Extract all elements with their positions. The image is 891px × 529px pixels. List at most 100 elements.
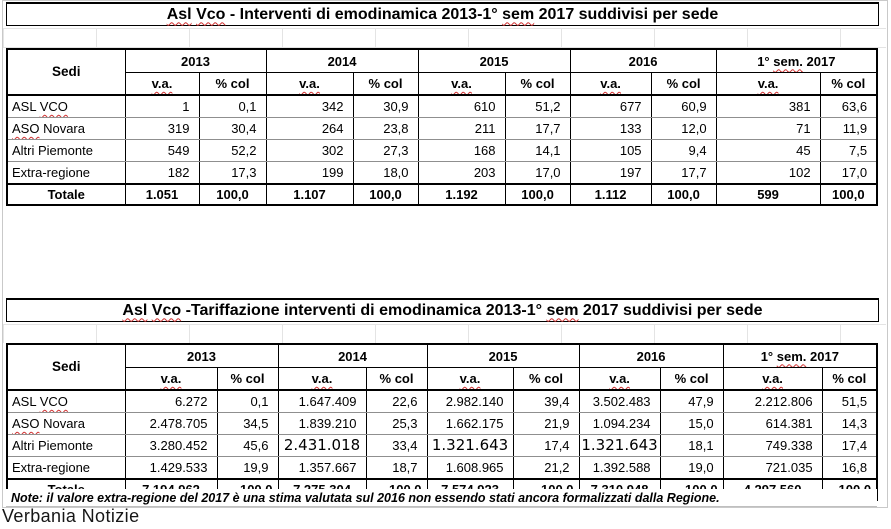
table-row: ASL VCO 6.272 0,1 1.647.409 22,6 2.982.140…: [6, 389, 878, 413]
value-cell: 45: [715, 139, 821, 162]
year-header: 2014: [265, 48, 419, 73]
value-cell: 105: [569, 139, 652, 162]
value-cell: 721.035: [722, 456, 823, 480]
va-header: v.a.: [569, 72, 652, 96]
value-cell: 6.272: [124, 389, 218, 413]
value-cell: 749.338: [722, 434, 823, 457]
row-label: ASO Novara: [6, 117, 126, 140]
va-header: v.a.: [124, 367, 218, 391]
percent-cell: 51,5: [821, 389, 878, 413]
title-word: sem: [546, 301, 579, 319]
value-cell: 1.839.210: [277, 412, 367, 435]
percent-cell: 63,6: [819, 94, 878, 118]
value-cell: 610: [417, 94, 506, 118]
value-cell: 381: [715, 94, 821, 118]
value-cell: 3.502.483: [578, 389, 661, 413]
percent-cell: 19,0: [659, 456, 724, 480]
value-cell: 1.608.965: [426, 456, 514, 480]
percent-cell: 30,4: [198, 117, 267, 140]
percent-cell: 18,1: [659, 434, 724, 457]
percent-cell: 33,4: [365, 434, 428, 457]
value-cell: 1.662.175: [426, 412, 514, 435]
pct-header: % col: [512, 367, 580, 391]
percent-cell: 30,9: [352, 94, 419, 118]
percent-cell: 0,1: [216, 389, 279, 413]
value-cell: 2.212.806: [722, 389, 823, 413]
year-header-row: Sedi 2013 2014 2015 2016 1° sem. 2017: [6, 343, 878, 391]
percent-cell: 21,2: [512, 456, 580, 480]
value-cell: 1.321.643: [578, 434, 661, 457]
excel-gridlines-strip: [3, 28, 886, 48]
year-header: 2014: [277, 343, 428, 368]
percent-cell: 39,4: [512, 389, 580, 413]
year-header: 2013: [124, 48, 267, 73]
year-header-sem2017: 1° sem. 2017: [715, 48, 878, 73]
table-row: Altri Piemonte 549 52,2 302 27,3 168 14,1 1…: [6, 139, 878, 162]
value-cell: 71: [715, 117, 821, 140]
percent-cell: 17,7: [504, 117, 571, 140]
value-cell: 133: [569, 117, 652, 140]
percent-cell: 17,4: [821, 434, 878, 457]
subheader-row: v.a.% col v.a.% col v.a.% col v.a.% col …: [7, 72, 878, 96]
title-word: Vco: [196, 5, 226, 23]
percent-cell: 47,9: [659, 389, 724, 413]
percent-cell: 14,1: [504, 139, 571, 162]
pct-header: % col: [365, 367, 428, 391]
total-value-cell: 1.107: [265, 183, 354, 206]
pct-header: % col: [659, 367, 724, 391]
percent-cell: 52,2: [198, 139, 267, 162]
row-label: ASO Novara: [6, 412, 126, 435]
table-row: ASL VCO 1 0,1 342 30,9 610 51,2 677 60,9 381…: [6, 94, 878, 118]
year-header-row: Sedi 2013 2014 2015 2016 1° sem. 2017: [6, 48, 878, 96]
tariffazione-table: Sedi 2013 2014 2015 2016 1° sem. 2017 v.…: [6, 343, 879, 501]
value-cell: 264: [265, 117, 354, 140]
row-label: Extra-regione: [6, 161, 126, 185]
row-label: Extra-regione: [6, 456, 126, 480]
percent-cell: 0,1: [198, 94, 267, 118]
total-value-cell: 599: [715, 183, 821, 206]
total-value-cell: 1.192: [417, 183, 506, 206]
value-cell: 211: [417, 117, 506, 140]
percent-cell: 7,5: [819, 139, 878, 162]
table-row: ASO Novara 319 30,4 264 23,8 211 17,7 133 12…: [6, 117, 878, 140]
value-cell: 197: [569, 161, 652, 185]
value-cell: 342: [265, 94, 354, 118]
row-label: Altri Piemonte: [6, 434, 126, 457]
interventi-table: Sedi 2013 2014 2015 2016 1° sem. 2017 v.…: [6, 48, 879, 206]
va-header: v.a.: [265, 72, 354, 96]
total-row: Totale 1.051 100,0 1.107 100,0 1.192 100,0 …: [6, 183, 878, 206]
pct-header: % col: [650, 72, 717, 96]
percent-cell: 21,9: [512, 412, 580, 435]
value-cell: 182: [124, 161, 200, 185]
percent-cell: 14,3: [821, 412, 878, 435]
percent-cell: 17,0: [504, 161, 571, 185]
value-cell: 1.392.588: [578, 456, 661, 480]
va-header: v.a.: [426, 367, 514, 391]
year-header: 2016: [578, 343, 724, 368]
percent-cell: 60,9: [650, 94, 717, 118]
pct-header: % col: [216, 367, 279, 391]
value-cell: 319: [124, 117, 200, 140]
excel-gridlines-strip: [3, 324, 886, 343]
pct-header: % col: [198, 72, 267, 96]
value-cell: 677: [569, 94, 652, 118]
footnote: Note: il valore extra-regione del 2017 è…: [6, 489, 877, 507]
percent-cell: 17,0: [819, 161, 878, 185]
value-cell: 168: [417, 139, 506, 162]
percent-cell: 9,4: [650, 139, 717, 162]
va-header: v.a.: [722, 367, 823, 391]
percent-cell: 22,6: [365, 389, 428, 413]
total-percent-cell: 100,0: [352, 183, 419, 206]
pct-header: % col: [819, 72, 878, 96]
value-cell: 1.429.533: [124, 456, 218, 480]
value-cell: 102: [715, 161, 821, 185]
percent-cell: 51,2: [504, 94, 571, 118]
row-label: ASL VCO: [6, 94, 126, 118]
value-cell: 1.357.667: [277, 456, 367, 480]
value-cell: 302: [265, 139, 354, 162]
value-cell: 1: [124, 94, 200, 118]
percent-cell: 18,7: [365, 456, 428, 480]
year-header: 2015: [426, 343, 580, 368]
value-cell: 3.280.452: [124, 434, 218, 457]
pct-header: % col: [821, 367, 878, 391]
